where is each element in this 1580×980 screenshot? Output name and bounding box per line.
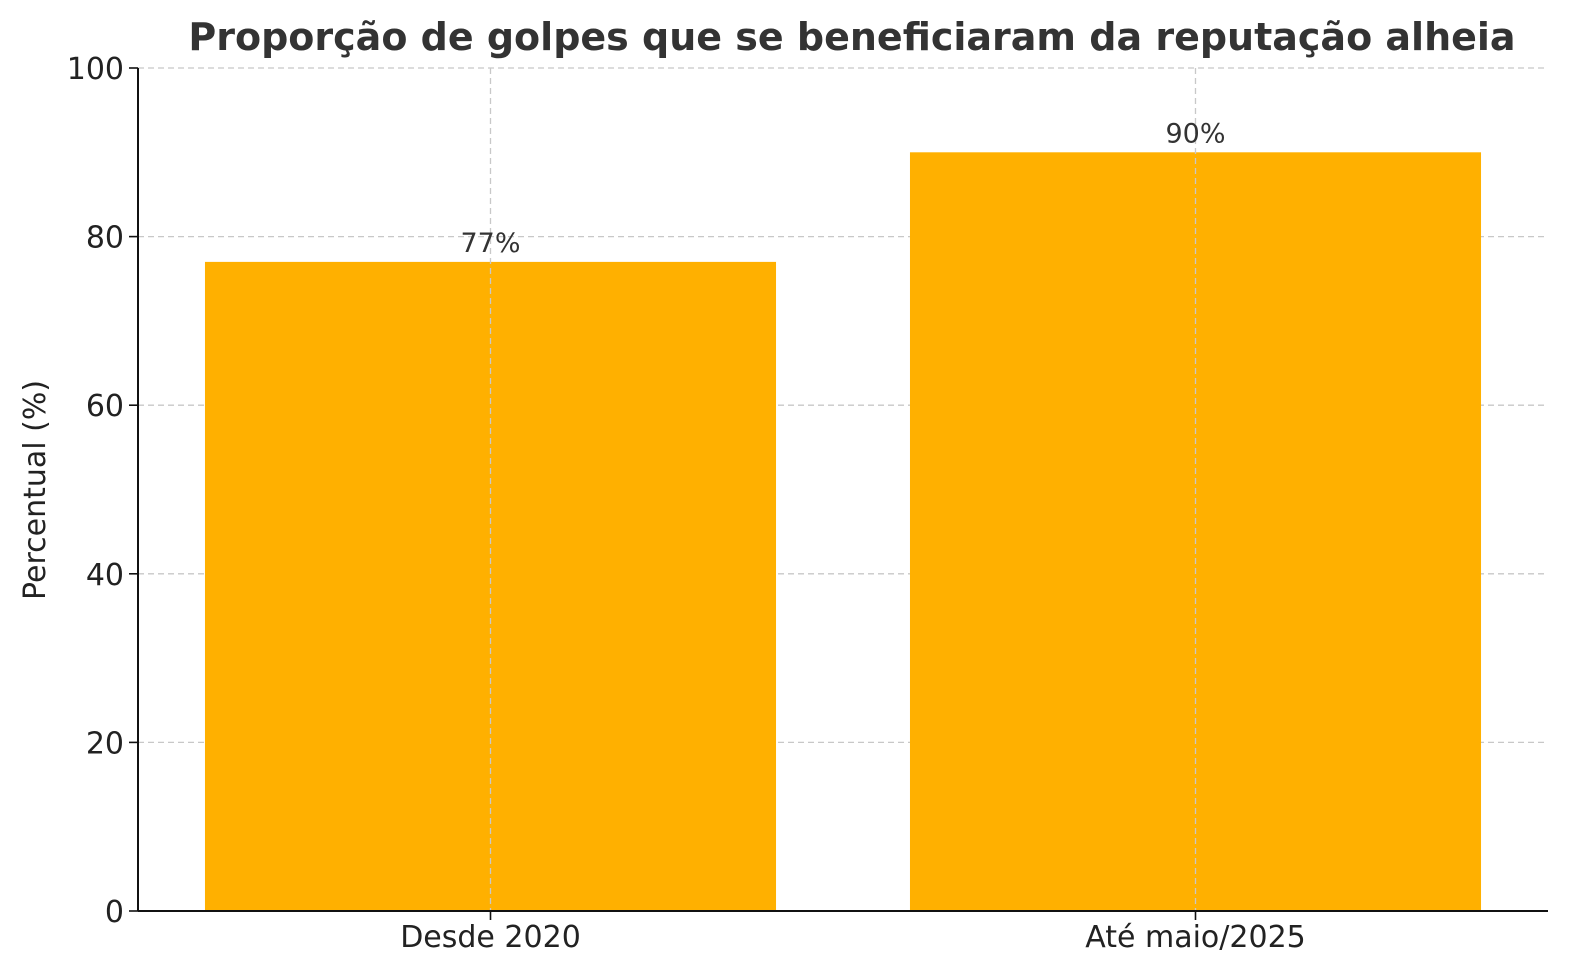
axes <box>137 68 1548 912</box>
bar-value-label: 90% <box>1165 118 1225 149</box>
y-tick-label: 60 <box>86 389 124 424</box>
y-tick-label: 100 <box>67 52 124 87</box>
y-tick-label: 0 <box>105 895 124 930</box>
chart-title: Proporção de golpes que se beneficiaram … <box>188 15 1515 59</box>
x-tick-label: Desde 2020 <box>400 920 581 955</box>
bars <box>204 152 1482 912</box>
y-axis-label: Percentual (%) <box>18 380 53 600</box>
y-tick-label: 80 <box>86 221 124 256</box>
y-tick-label: 20 <box>86 726 124 761</box>
y-axis-ticks: 0 20 40 60 80 100 <box>67 52 138 930</box>
bar-value-label: 77% <box>460 228 520 259</box>
bar-value-labels: 77% 90% <box>460 118 1225 259</box>
x-tick-label: Até maio/2025 <box>1085 920 1306 955</box>
y-tick-label: 40 <box>86 558 124 593</box>
x-axis-ticks: Desde 2020 Até maio/2025 <box>400 911 1306 955</box>
